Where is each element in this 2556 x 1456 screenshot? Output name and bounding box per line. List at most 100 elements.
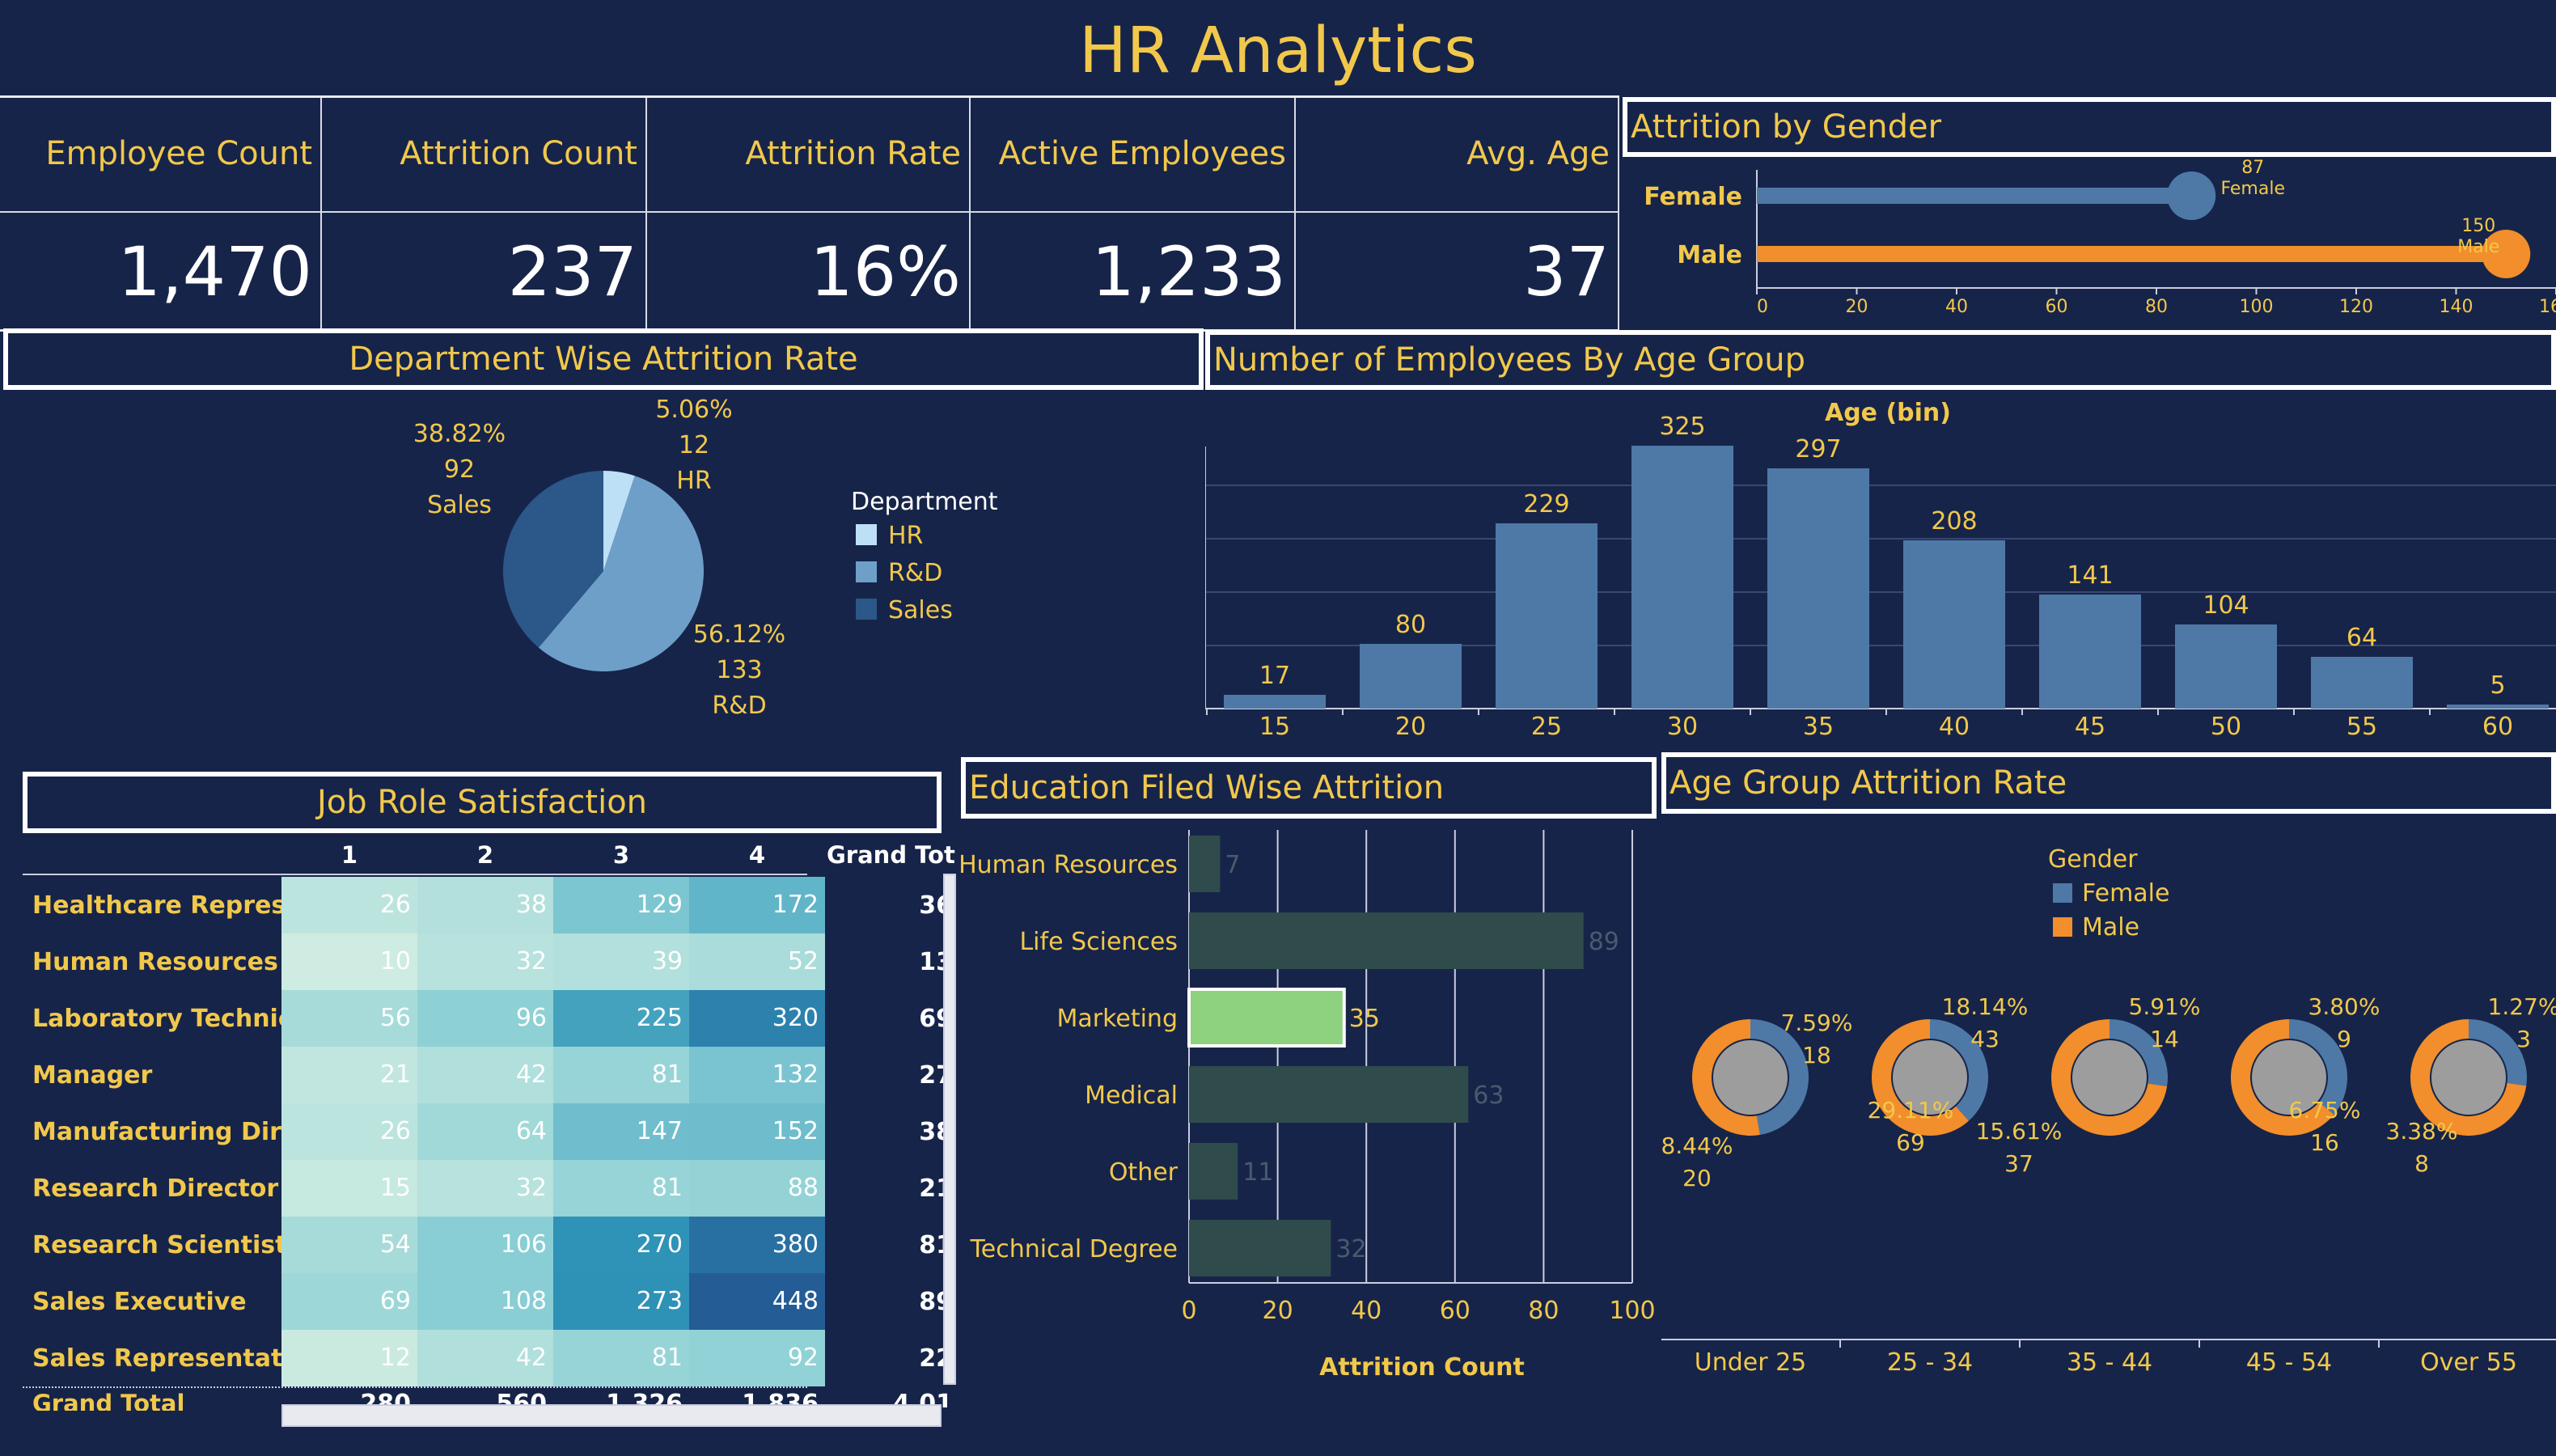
age-bar: [2311, 657, 2413, 709]
edu-category-label: Medical: [1085, 1081, 1178, 1110]
edu-data-label: 63: [1473, 1081, 1504, 1110]
edu-bar: [1189, 1143, 1238, 1200]
donut-segment-male: [1872, 1019, 1969, 1136]
age-data-label: 141: [2067, 561, 2113, 590]
heatmap-cell: 56: [281, 990, 417, 1047]
edu-bar: [1187, 988, 1346, 1048]
donut-male-count: 20: [1682, 1165, 1712, 1191]
heatmap-row-total: 21: [919, 1175, 953, 1203]
age-bar: [1903, 540, 2005, 709]
heatmap-cell: 108: [417, 1273, 553, 1330]
age-axis-title: Age (bin): [1825, 399, 1951, 427]
donut-female-percent: 5.91%: [2129, 993, 2201, 1020]
donut-category-label: 25 - 34: [1887, 1348, 1973, 1377]
donut-segment-male: [2231, 1019, 2334, 1136]
heatmap-grand-total-rule: [23, 1386, 807, 1388]
donut-hole: [2431, 1040, 2506, 1115]
kpi-value: 1,233: [1091, 232, 1286, 311]
legend-title: Gender: [2048, 845, 2138, 874]
kpi-label: Active Employees: [998, 135, 1286, 172]
heatmap-cell: 32: [417, 933, 553, 990]
age-bar: [2039, 595, 2141, 709]
edu-data-label: 32: [1335, 1235, 1366, 1263]
donut-male-count: 8: [2414, 1150, 2429, 1177]
heatmap-cell: 152: [689, 1103, 825, 1160]
gender-bar: [1757, 188, 2192, 204]
heatmap-row-total: 22: [919, 1344, 953, 1373]
age-tick-label: 20: [1395, 713, 1426, 741]
donut-segment-female: [2289, 1019, 2347, 1115]
heatmap-header-rule: [23, 874, 807, 875]
age-tick-label: 55: [2347, 713, 2377, 741]
donut-male-percent: 3.38%: [2386, 1118, 2458, 1145]
heatmap-grand-total-value: 1,836: [742, 1390, 819, 1407]
donut-segment-male: [1692, 1019, 1760, 1136]
legend-label: HR: [888, 522, 923, 550]
heatmap-cell: 26: [281, 1103, 417, 1160]
heatmap-cell: 39: [553, 933, 689, 990]
age-tick-label: 50: [2211, 713, 2241, 741]
legend-swatch: [856, 524, 877, 545]
age-data-label: 229: [1523, 490, 1569, 518]
gender-tick-label: 0: [1757, 297, 1768, 317]
donut-female-percent: 3.80%: [2308, 993, 2380, 1020]
heatmap-cell: 273: [553, 1273, 689, 1330]
legend-swatch: [856, 561, 877, 582]
pie-value-label: 92: [444, 455, 475, 484]
donut-female-count: 18: [1802, 1042, 1831, 1069]
kpi-avg-age: Avg. Age 37: [1296, 98, 1619, 329]
heatmap-column-header: 1: [341, 841, 358, 869]
heatmap-cell: 92: [689, 1330, 825, 1386]
heatmap-horizontal-scrollbar[interactable]: [281, 1404, 942, 1427]
heatmap-vertical-scrollbar[interactable]: [943, 874, 956, 1385]
donut-category-label: 45 - 54: [2246, 1348, 2332, 1377]
heatmap-cell: 52: [689, 933, 825, 990]
edu-bar: [1189, 1220, 1331, 1276]
edu-bar: [1189, 912, 1584, 969]
edu-data-label: 11: [1242, 1158, 1273, 1187]
donut-hole: [2072, 1040, 2147, 1115]
education-bar-chart: 0 20 40 60 80 100 Human Resources 7 Life Science…: [961, 830, 1656, 1382]
age-tick-label: 25: [1531, 713, 1562, 741]
legend-label: Sales: [888, 596, 953, 624]
gender-panel-header: Attrition by Gender: [1623, 97, 2556, 157]
heatmap-column-header: 4: [748, 841, 766, 869]
heatmap-cell: 12: [281, 1330, 417, 1386]
heatmap-cell: 147: [553, 1103, 689, 1160]
heatmap-cell: 448: [689, 1273, 825, 1330]
gender-dot: [2167, 171, 2216, 220]
age-attrition-panel-header: Age Group Attrition Rate: [1661, 752, 2556, 814]
kpi-label: Attrition Count: [400, 135, 637, 172]
edu-axis-title: Attrition Count: [1319, 1353, 1525, 1382]
pie-slice-sales: [503, 471, 603, 648]
kpi-employee-count: Employee Count 1,470: [0, 98, 322, 329]
pie-percent-label: 38.82%: [413, 420, 506, 448]
heatmap-row-total: 38: [919, 1118, 953, 1146]
age-bar: [1631, 446, 1733, 709]
edu-category-label: Marketing: [1056, 1005, 1178, 1033]
heatmap-cell: 225: [553, 990, 689, 1047]
heatmap-cell: 21: [281, 1047, 417, 1103]
age-group-panel-header: Number of Employees By Age Group: [1205, 330, 2556, 390]
pie-slice-hr: [603, 471, 635, 571]
department-panel-header: Department Wise Attrition Rate: [3, 328, 1204, 390]
legend-title: Department: [851, 488, 998, 516]
donut-female-count: 14: [2150, 1026, 2179, 1052]
heatmap-cell: 26: [281, 877, 417, 933]
age-bar: [1767, 468, 1869, 709]
edu-tick-label: 80: [1528, 1297, 1559, 1325]
gender-category-label: Male: [1677, 241, 1742, 269]
gender-data-label: 150: [2461, 216, 2495, 236]
donut-male-count: 69: [1896, 1129, 1925, 1156]
donut-male-percent: 15.61%: [1976, 1118, 2063, 1145]
heatmap-grand-total-value: 280: [360, 1390, 411, 1407]
gender-dot: [2482, 230, 2531, 278]
age-data-label: 297: [1795, 435, 1841, 463]
kpi-attrition-count: Attrition Count 237: [322, 98, 647, 329]
heatmap-row-label: Manager: [32, 1061, 153, 1090]
heatmap-cell: 15: [281, 1160, 417, 1217]
legend-swatch: [2053, 883, 2072, 903]
edu-category-label: Human Resources: [961, 851, 1178, 879]
heatmap-row-total: 81: [919, 1231, 953, 1259]
heatmap-row-label: Sales Representative: [32, 1344, 324, 1373]
